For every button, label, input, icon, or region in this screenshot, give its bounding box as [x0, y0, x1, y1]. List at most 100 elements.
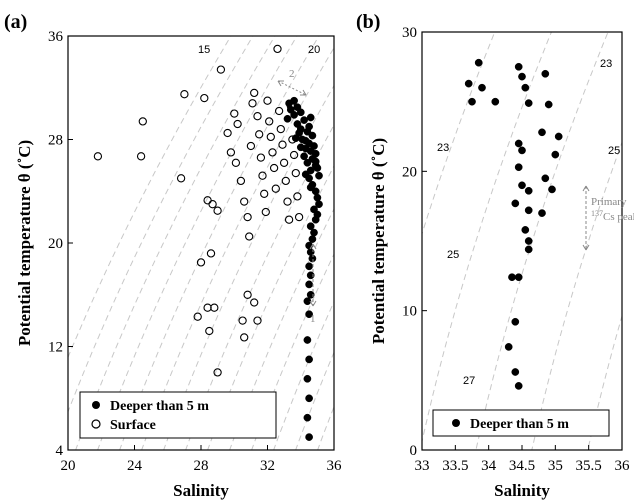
surface-point [205, 326, 214, 336]
deep-point [313, 193, 322, 202]
deep-point [306, 183, 315, 192]
isopycnal-label-23-right: 23 [600, 58, 612, 70]
x-tick-label: 36 [615, 458, 631, 474]
isopycnal-label-23-left: 23 [437, 142, 449, 154]
peak-annotation-superscript: 137 [591, 209, 603, 218]
y-tick-label: 12 [48, 340, 63, 356]
deep-point [305, 355, 313, 364]
deep-point [548, 185, 556, 194]
deep-point [308, 235, 317, 243]
isopycnal-curve [185, 123, 334, 450]
deep-point [308, 254, 317, 263]
surface-point [271, 184, 280, 193]
deep-point [303, 374, 312, 383]
deep-point [514, 273, 523, 282]
legend-label-surface-a: Surface [110, 418, 156, 433]
deep-point [315, 171, 323, 180]
deep-point [554, 132, 563, 141]
deep-point [303, 413, 312, 422]
surface-point [248, 99, 257, 108]
deep-point [305, 122, 313, 131]
deep-point [306, 113, 315, 122]
deep-point [313, 164, 322, 172]
deep-point [311, 157, 320, 166]
surface-point [136, 152, 146, 161]
deep-point [305, 433, 313, 441]
panel-label-a: (a) [4, 11, 27, 33]
annotation-arrowheads-2 [277, 80, 307, 96]
surface-point [261, 207, 270, 217]
deep-point [508, 273, 516, 282]
deep-point [310, 205, 318, 214]
deep-point [283, 114, 292, 123]
ticks-b: 33 33.5 34 34.5 35 35.5 36 0 10 20 30 [402, 25, 630, 474]
deep-point [521, 226, 530, 234]
isopycnal-label-25-right: 25 [608, 145, 620, 157]
deep-point [524, 245, 533, 254]
x-tick-label: 20 [61, 458, 76, 474]
deep-point [301, 136, 310, 145]
x-tick-label: 33.5 [442, 458, 468, 474]
surface-point [281, 176, 290, 186]
surface-point [243, 290, 252, 299]
surface-point [263, 96, 272, 105]
x-tick-label: 35.5 [576, 458, 602, 474]
surface-point [193, 312, 202, 321]
deep-point [468, 97, 476, 106]
isopycnal-curve [97, 36, 298, 450]
surface-point [274, 106, 284, 116]
isopycnal-curve [251, 253, 334, 450]
surface-point [216, 65, 226, 74]
deep-point [518, 146, 526, 155]
legend-label-deeper-a: Deeper than 5 m [110, 399, 209, 414]
y-tick-label: 4 [56, 443, 64, 459]
x-tick-label: 33 [415, 458, 430, 474]
y-axis-label-b: Potential temperature θ (˚C) [369, 138, 388, 344]
isopycnal-curve [163, 84, 334, 450]
surface-point [255, 130, 264, 139]
surface-point [196, 258, 206, 267]
legend-box-a [79, 391, 277, 439]
deep-point [303, 336, 312, 344]
legend-a: Deeper than 5 m Surface [79, 391, 277, 439]
annotation-label-1: 1 [310, 313, 316, 325]
y-tick-label: 36 [48, 29, 64, 45]
isopycnal-curve [422, 32, 552, 444]
x-tick-label: 24 [127, 458, 143, 474]
legend-box-b [432, 409, 610, 437]
surface-point [288, 135, 297, 144]
surface-point [250, 298, 259, 307]
deep-point [524, 99, 533, 107]
deep-point [511, 199, 520, 208]
surface-point [243, 212, 252, 222]
surface-point [233, 119, 242, 129]
isopycnal-curve [75, 36, 276, 450]
x-tick-label: 36 [327, 458, 343, 474]
y-axis-label-a: Potential temperature θ (˚C) [15, 140, 34, 346]
isopycnal-curve [119, 36, 320, 450]
deep-point [300, 116, 308, 124]
deep-point [551, 150, 560, 159]
annotation-label-2: 2 [289, 68, 295, 80]
deep-point [504, 343, 513, 351]
y-tick-label: 20 [402, 164, 417, 180]
surface-point [203, 303, 212, 312]
deep-point [524, 206, 533, 215]
surface-point [250, 88, 259, 98]
surface-point [273, 44, 282, 54]
deep-point [491, 97, 500, 106]
surface-point [286, 101, 295, 111]
surface-point [245, 232, 254, 241]
isopycnal-curve [207, 165, 334, 450]
deep-point [303, 297, 312, 306]
x-axis-label-a: Salinity [173, 481, 229, 500]
deep-point [514, 139, 523, 148]
deep-point [305, 280, 313, 289]
deep-point [293, 120, 302, 128]
surface-point [266, 132, 275, 142]
deep-point [538, 128, 546, 137]
legend-b: Deeper than 5 m [432, 409, 610, 437]
legend-marker-deeper-b [452, 419, 460, 427]
